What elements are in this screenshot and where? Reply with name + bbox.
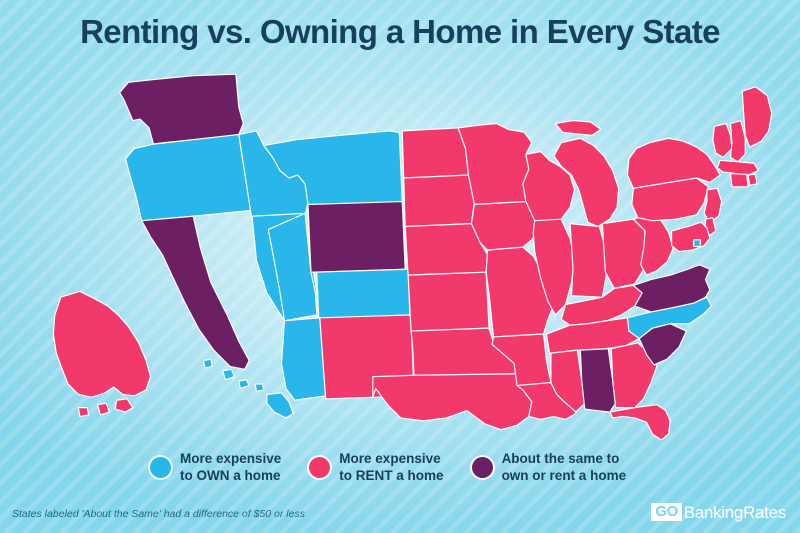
logo-wordmark: BankingRates	[683, 502, 787, 522]
state-WI[interactable]	[522, 150, 576, 226]
legend-swatch-rent	[309, 456, 331, 478]
state-NY[interactable]	[626, 137, 721, 189]
state-RI[interactable]	[747, 173, 758, 186]
state-AK[interactable]	[52, 290, 152, 418]
state-TX[interactable]	[372, 373, 533, 431]
legend: More expensive to OWN a home More expens…	[150, 450, 730, 485]
state-CT[interactable]	[729, 172, 749, 188]
state-CA[interactable]	[141, 215, 250, 370]
state-HI[interactable]	[202, 358, 294, 419]
state-VT[interactable]	[712, 122, 733, 158]
logo-mark: GO	[651, 503, 682, 521]
state-OR[interactable]	[124, 133, 253, 222]
legend-label-rent-line2: to RENT a home	[339, 468, 444, 484]
legend-label-rent-line1: More expensive	[339, 451, 441, 466]
state-IN[interactable]	[569, 223, 608, 298]
us-map-svg	[52, 73, 773, 440]
state-VA[interactable]	[632, 264, 711, 313]
state-MD[interactable]	[671, 221, 711, 253]
us-choropleth-map	[44, 72, 784, 440]
state-WA[interactable]	[119, 73, 244, 145]
state-KY[interactable]	[560, 284, 643, 326]
legend-swatch-own	[150, 456, 171, 478]
state-FL[interactable]	[609, 404, 671, 440]
state-MO[interactable]	[485, 246, 555, 338]
state-AZ[interactable]	[280, 317, 327, 401]
page-title: Renting vs. Owning a Home in Every State	[80, 13, 720, 50]
legend-label-same: About the same to own or rent a home	[502, 450, 627, 485]
state-NH[interactable]	[729, 119, 746, 163]
state-MA[interactable]	[716, 159, 760, 176]
footnote: States labeled 'About the Same' had a di…	[12, 508, 305, 520]
gobankingrates-logo[interactable]: GO BankingRates	[651, 503, 786, 521]
legend-item-rent[interactable]: More expensive to RENT a home	[309, 450, 444, 485]
state-IL[interactable]	[532, 218, 576, 316]
legend-label-rent: More expensive to RENT a home	[339, 450, 443, 485]
legend-label-own-line2: to OWN a home	[180, 468, 281, 484]
legend-item-own[interactable]: More expensive to OWN a home	[150, 450, 281, 485]
legend-item-same[interactable]: About the same to own or rent a home	[471, 450, 627, 485]
legend-label-same-line1: About the same to	[501, 451, 620, 466]
state-IA[interactable]	[470, 200, 539, 251]
state-SD[interactable]	[403, 174, 475, 228]
state-KS[interactable]	[407, 271, 490, 332]
legend-label-same-line2: own or rent a home	[501, 468, 627, 484]
state-OH[interactable]	[601, 218, 649, 289]
state-ND[interactable]	[401, 127, 470, 179]
state-MS[interactable]	[550, 349, 586, 413]
state-DC[interactable]	[693, 239, 701, 248]
state-ME[interactable]	[741, 86, 773, 148]
state-WY[interactable]	[307, 200, 406, 273]
state-NJ[interactable]	[703, 187, 723, 223]
legend-swatch-same	[471, 456, 493, 478]
state-AL[interactable]	[579, 348, 617, 413]
legend-label-own-line1: More expensive	[180, 451, 282, 466]
legend-label-own: More expensive to OWN a home	[180, 450, 281, 485]
